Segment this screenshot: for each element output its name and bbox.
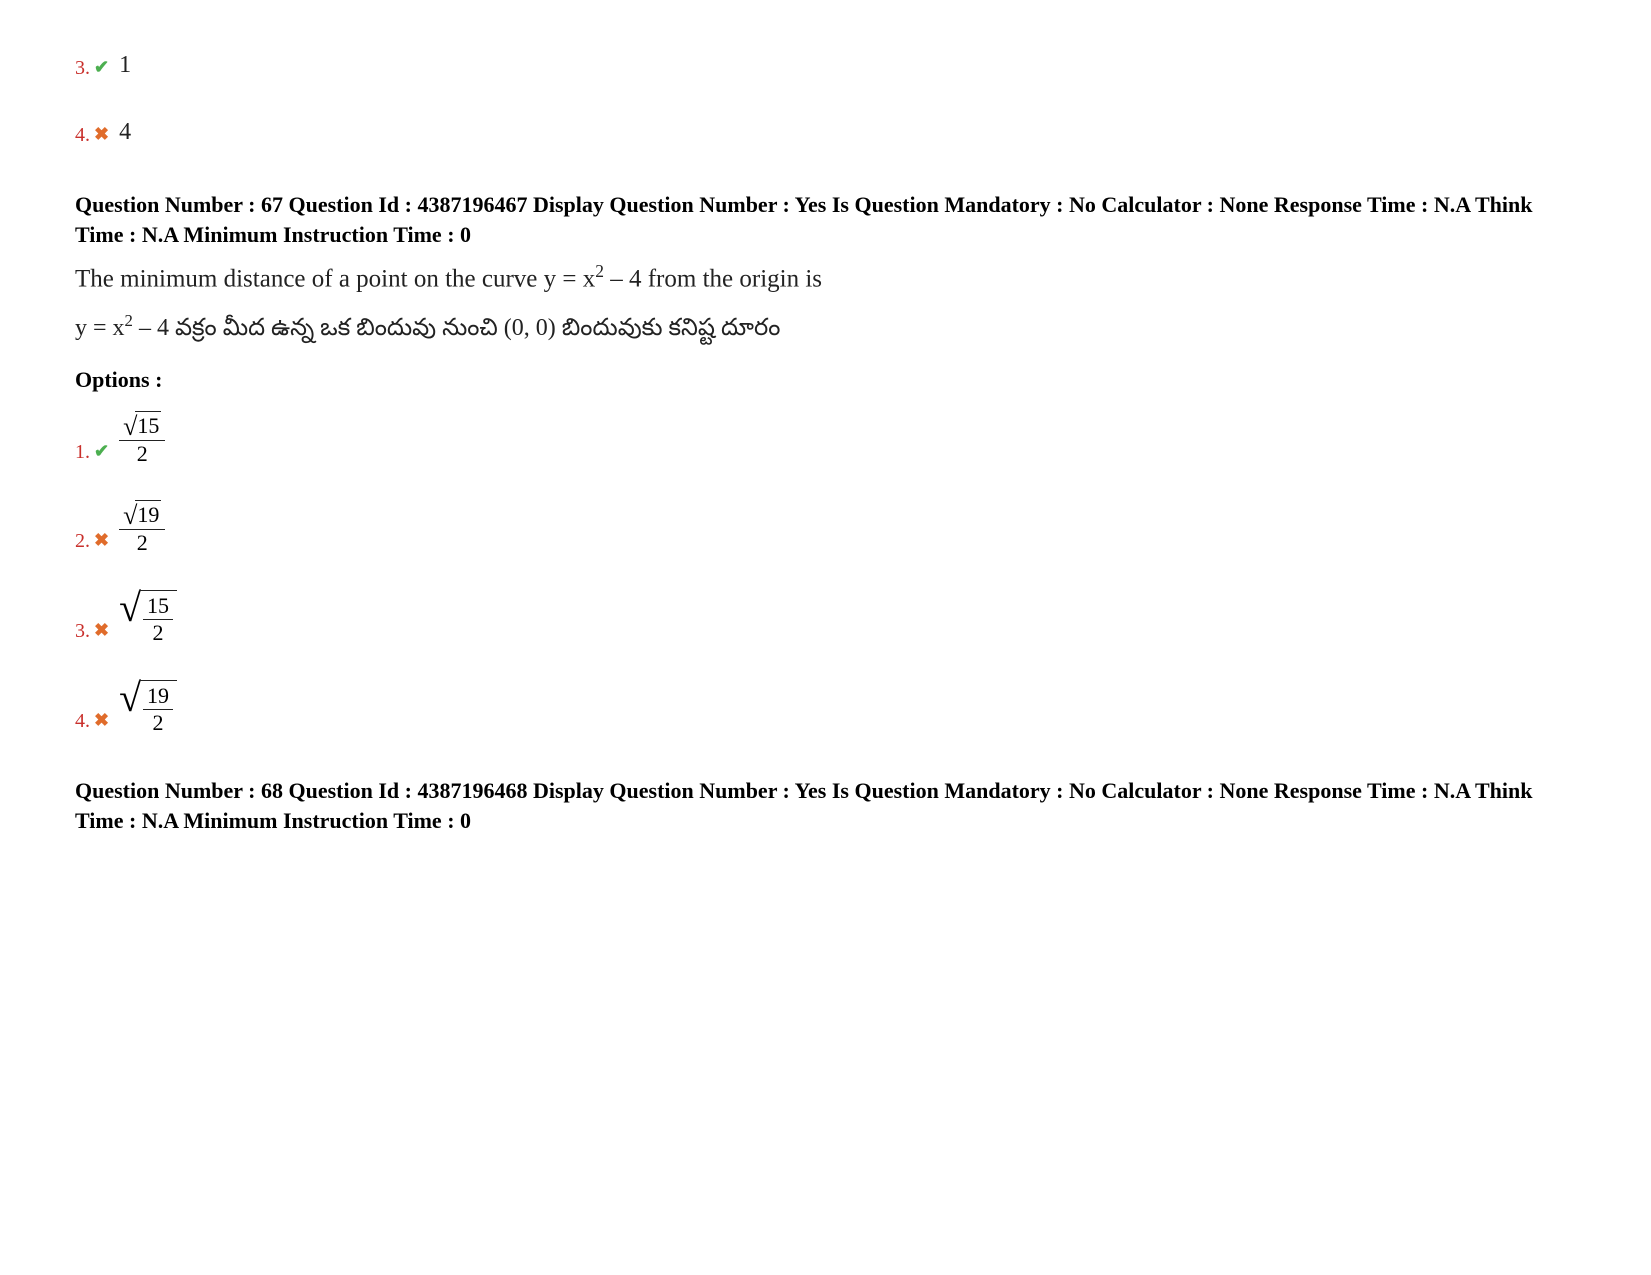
option-number: 4. (75, 708, 90, 734)
prev-option-3: 3. ✔ 1 (75, 50, 1576, 81)
prev-option-4: 4. ✖ 4 (75, 117, 1576, 148)
cross-icon: ✖ (94, 709, 109, 732)
cross-icon: ✖ (94, 123, 109, 146)
option-number: 3. (75, 618, 90, 644)
option-math: √ 19 2 (119, 680, 177, 734)
question-68-meta: Question Number : 68 Question Id : 43871… (75, 776, 1576, 835)
option-math: √15 2 (119, 412, 165, 465)
q67-option-4: 4. ✖ √ 19 2 (75, 680, 1576, 734)
options-label: Options : (75, 366, 1576, 395)
check-icon: ✔ (94, 440, 109, 463)
option-number: 3. (75, 55, 90, 81)
cross-icon: ✖ (94, 529, 109, 552)
q67-option-1: 1. ✔ √15 2 (75, 412, 1576, 465)
cross-icon: ✖ (94, 619, 109, 642)
option-math: √ 15 2 (119, 590, 177, 644)
option-number: 4. (75, 122, 90, 148)
option-number: 2. (75, 528, 90, 554)
option-value: 4 (119, 117, 131, 148)
option-math: √19 2 (119, 501, 165, 554)
q67-option-3: 3. ✖ √ 15 2 (75, 590, 1576, 644)
question-67-text-te: y = x2 – 4 వక్రం మీద ఉన్న ఒక బిందువు నుం… (75, 310, 1576, 344)
option-value: 1 (119, 50, 131, 81)
check-icon: ✔ (94, 56, 109, 79)
question-67-text-en: The minimum distance of a point on the c… (75, 260, 1576, 296)
q67-option-2: 2. ✖ √19 2 (75, 501, 1576, 554)
question-67-meta: Question Number : 67 Question Id : 43871… (75, 190, 1576, 249)
option-number: 1. (75, 439, 90, 465)
